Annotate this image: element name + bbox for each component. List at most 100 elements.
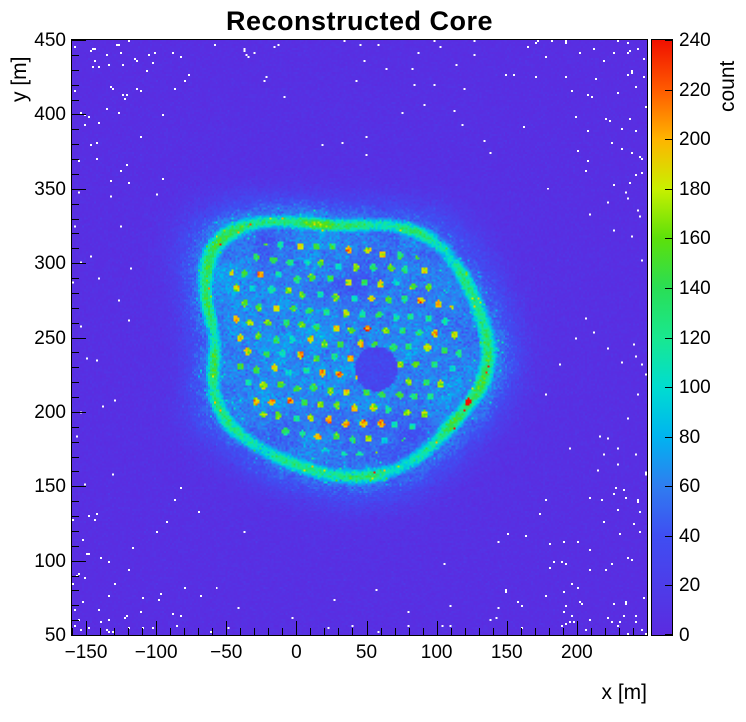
y-major-tick xyxy=(72,40,86,41)
y-major-tick xyxy=(72,114,86,116)
y-minor-tick xyxy=(72,84,79,86)
colorbar-tick xyxy=(665,238,672,240)
x-minor-tick xyxy=(100,628,102,635)
x-axis-title: x [m] xyxy=(601,681,648,704)
colorbar-tick xyxy=(665,139,672,141)
y-minor-tick xyxy=(72,173,79,175)
x-minor-tick xyxy=(310,628,312,635)
x-tick-label: 200 xyxy=(561,642,593,663)
colorbar-tick-label: 240 xyxy=(679,30,711,51)
x-minor-tick xyxy=(240,628,242,635)
x-minor-tick xyxy=(520,628,522,635)
y-tick-label: 450 xyxy=(34,30,66,51)
colorbar-tick xyxy=(665,585,672,587)
colorbar-tick-label: 0 xyxy=(679,625,690,646)
x-tick-label: 0 xyxy=(291,642,302,663)
x-major-tick xyxy=(226,621,228,635)
colorbar-tick-label: 40 xyxy=(679,525,701,547)
y-minor-tick xyxy=(72,233,79,235)
x-tick-label: 100 xyxy=(420,642,453,663)
x-tick-label: 150 xyxy=(490,642,523,663)
colorbar-tick xyxy=(665,634,672,635)
heatmap-canvas xyxy=(72,40,647,635)
x-major-tick xyxy=(366,621,368,635)
x-minor-tick xyxy=(618,628,620,635)
colorbar-tick-label: 220 xyxy=(679,79,711,101)
y-minor-tick xyxy=(72,397,79,398)
y-tick-label: 150 xyxy=(34,476,66,498)
y-tick-label: 300 xyxy=(34,253,66,275)
colorbar-tick xyxy=(665,337,672,339)
colorbar-tick xyxy=(665,89,672,91)
x-minor-tick xyxy=(562,628,564,635)
y-minor-tick xyxy=(72,501,79,503)
colorbar-tick-label: 180 xyxy=(679,178,711,200)
x-major-tick xyxy=(296,621,298,635)
colorbar-tick-label: 120 xyxy=(679,327,711,349)
y-minor-tick xyxy=(72,99,79,101)
x-minor-tick xyxy=(380,628,382,635)
y-minor-tick xyxy=(72,605,79,607)
y-minor-tick xyxy=(72,367,79,369)
y-minor-tick xyxy=(72,352,79,354)
y-major-tick xyxy=(72,411,86,413)
y-major-tick xyxy=(72,263,86,265)
colorbar-tick xyxy=(665,188,672,190)
colorbar-tick-label: 20 xyxy=(679,575,701,597)
x-minor-tick xyxy=(212,628,214,635)
x-minor-tick xyxy=(128,628,130,635)
y-major-tick xyxy=(72,635,86,636)
x-minor-tick xyxy=(632,628,634,635)
x-minor-tick xyxy=(72,628,73,635)
x-minor-tick xyxy=(268,628,270,635)
x-major-tick xyxy=(156,621,158,635)
y-minor-tick xyxy=(72,620,79,622)
x-minor-tick xyxy=(142,628,144,635)
x-minor-tick xyxy=(282,628,284,635)
y-minor-tick xyxy=(72,545,79,547)
x-minor-tick xyxy=(324,628,326,635)
colorbar-tick xyxy=(665,436,672,438)
colorbar-tick xyxy=(665,387,672,389)
y-minor-tick xyxy=(72,218,79,220)
y-minor-tick xyxy=(72,456,79,458)
y-minor-tick xyxy=(72,278,79,279)
colorbar-tick-label: 100 xyxy=(679,377,711,399)
colorbar-tick-label: 80 xyxy=(679,426,701,448)
y-minor-tick xyxy=(72,129,79,131)
chart-title: Reconstructed Core xyxy=(225,6,494,36)
y-major-tick xyxy=(72,560,86,562)
y-minor-tick xyxy=(72,248,79,250)
y-tick-label: 100 xyxy=(34,550,66,572)
x-minor-tick xyxy=(548,628,550,635)
x-minor-tick xyxy=(450,628,452,635)
x-minor-tick xyxy=(590,628,592,635)
colorbar-tick xyxy=(665,287,672,289)
y-tick-label: 350 xyxy=(34,178,66,200)
y-minor-tick xyxy=(72,575,79,577)
y-minor-tick xyxy=(72,69,79,71)
colorbar-tick xyxy=(665,486,672,488)
x-major-tick xyxy=(576,621,578,635)
y-tick-label: 400 xyxy=(34,104,66,126)
x-minor-tick xyxy=(408,628,410,635)
y-minor-tick xyxy=(72,516,79,517)
x-minor-tick xyxy=(198,628,200,635)
colorbar-tick-label: 140 xyxy=(679,277,711,299)
colorbar-tick-label: 200 xyxy=(679,129,711,151)
x-minor-tick xyxy=(464,628,466,635)
x-tick-label: 50 xyxy=(355,642,378,663)
x-major-tick xyxy=(436,621,438,635)
y-minor-tick xyxy=(72,159,79,160)
y-axis-title: y [m] xyxy=(8,56,31,103)
x-minor-tick xyxy=(604,628,606,635)
x-tick-label: −150 xyxy=(64,642,108,663)
y-tick-label: 200 xyxy=(34,401,66,423)
colorbar-tick xyxy=(665,40,672,41)
y-minor-tick xyxy=(72,426,79,428)
x-major-tick xyxy=(506,621,508,635)
x-minor-tick xyxy=(492,628,494,635)
x-tick-label: −50 xyxy=(210,642,243,663)
y-minor-tick xyxy=(72,144,79,146)
